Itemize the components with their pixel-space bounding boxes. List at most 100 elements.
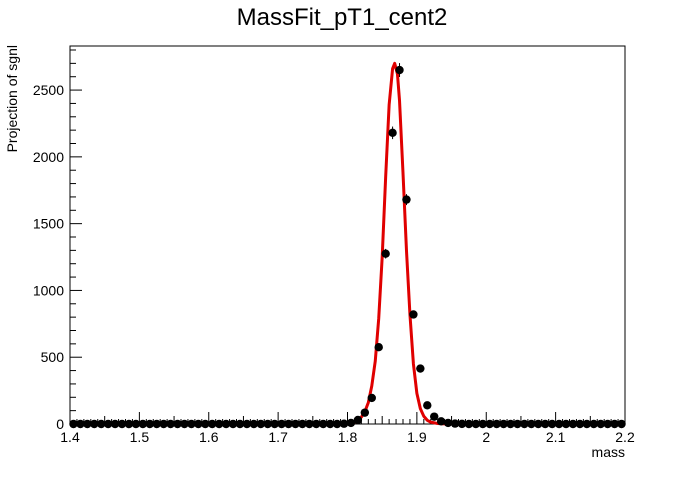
data-marker <box>409 310 418 319</box>
data-marker <box>554 419 564 429</box>
data-point <box>325 419 335 429</box>
data-marker <box>138 419 148 429</box>
data-point <box>214 419 224 429</box>
data-marker <box>214 419 224 429</box>
data-marker <box>159 419 168 429</box>
data-marker <box>381 249 390 258</box>
data-point <box>221 419 231 429</box>
data-marker <box>194 419 203 429</box>
data-point <box>263 419 272 429</box>
data-point <box>547 419 557 429</box>
data-point <box>520 419 529 429</box>
data-point <box>374 342 383 352</box>
data-marker <box>180 419 189 429</box>
data-marker <box>173 419 182 429</box>
data-point <box>90 419 99 429</box>
y-tick-label: 1500 <box>33 216 64 232</box>
data-marker <box>430 412 439 421</box>
data-marker <box>263 419 272 429</box>
data-point <box>152 419 161 429</box>
data-marker <box>388 128 397 138</box>
data-marker <box>166 419 175 429</box>
data-point <box>97 419 106 429</box>
data-point <box>617 419 626 429</box>
data-marker <box>506 419 515 429</box>
data-point <box>423 401 432 410</box>
data-marker <box>110 419 120 429</box>
data-point <box>360 408 370 417</box>
data-marker <box>305 419 314 429</box>
data-marker <box>416 364 425 373</box>
x-tick-label: 2.2 <box>615 429 635 445</box>
data-marker <box>596 419 605 429</box>
data-point <box>478 419 487 429</box>
data-point <box>270 419 279 429</box>
data-marker <box>534 419 543 429</box>
x-tick-label: 1.4 <box>60 429 80 445</box>
data-point <box>554 419 564 429</box>
data-point <box>596 419 605 429</box>
data-marker <box>228 419 238 429</box>
data-marker <box>464 419 474 429</box>
data-point <box>117 419 127 429</box>
data-marker <box>83 419 92 429</box>
data-marker <box>332 419 342 429</box>
data-marker <box>284 419 293 429</box>
data-marker <box>450 419 460 428</box>
x-tick-label: 1.5 <box>130 429 150 445</box>
data-marker <box>117 419 127 429</box>
data-point <box>485 419 494 429</box>
data-marker <box>367 393 376 403</box>
data-marker <box>568 419 578 429</box>
data-marker <box>339 419 349 428</box>
data-point <box>346 418 356 428</box>
data-point <box>416 364 425 373</box>
data-point <box>443 418 453 428</box>
data-point <box>471 419 481 429</box>
data-marker <box>513 419 522 429</box>
data-point <box>499 419 508 429</box>
data-point <box>298 419 307 429</box>
data-point <box>527 419 536 429</box>
data-point <box>145 419 154 429</box>
data-marker <box>610 419 619 429</box>
data-marker <box>242 419 252 429</box>
data-point <box>409 310 418 319</box>
data-marker <box>235 419 245 429</box>
data-point <box>541 419 550 429</box>
data-marker <box>298 419 307 429</box>
data-marker <box>208 419 217 429</box>
x-tick-label: 1.9 <box>407 429 427 445</box>
data-marker <box>221 419 231 429</box>
data-point <box>159 419 168 429</box>
x-tick-label: 1.6 <box>199 429 219 445</box>
data-marker <box>291 419 300 429</box>
data-marker <box>312 419 321 429</box>
data-marker <box>103 419 113 429</box>
data-marker <box>152 419 161 429</box>
data-point <box>589 419 598 429</box>
data-marker <box>325 419 335 429</box>
y-tick-label: 1000 <box>33 282 64 298</box>
data-marker <box>520 419 529 429</box>
data-point <box>534 419 543 429</box>
data-marker <box>69 419 78 429</box>
data-marker <box>90 419 99 429</box>
axes: 1.4 1.5 1.6 1.7 1.8 1.9 2 2.1 2.2 0 500 1000 1500 200… <box>33 45 635 445</box>
data-point <box>166 419 175 429</box>
data-point <box>235 419 245 429</box>
x-tick-label: 2.1 <box>546 429 566 445</box>
data-marker <box>360 408 370 417</box>
x-axis-label: mass <box>592 444 625 460</box>
data-marker <box>561 419 571 429</box>
y-tick-label: 500 <box>41 349 65 365</box>
data-point <box>395 63 404 77</box>
data-marker <box>575 419 585 429</box>
data-point <box>173 419 182 429</box>
data-marker <box>471 419 481 429</box>
data-marker <box>201 419 210 429</box>
data-marker <box>499 419 508 429</box>
fit-curve <box>70 61 625 426</box>
